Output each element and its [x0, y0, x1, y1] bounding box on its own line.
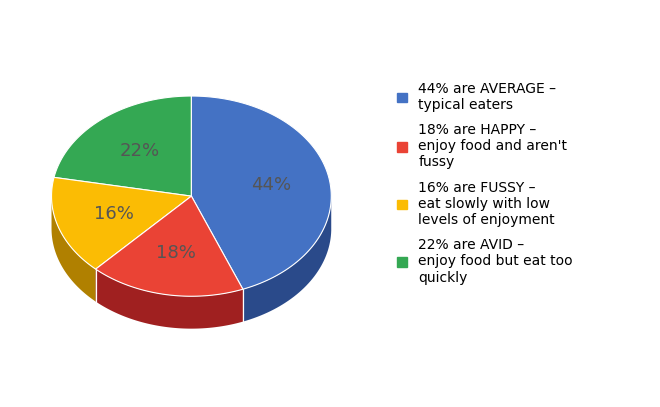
Polygon shape	[243, 198, 331, 322]
PathPatch shape	[51, 177, 191, 269]
Text: 44%: 44%	[251, 176, 291, 194]
Polygon shape	[51, 197, 96, 302]
PathPatch shape	[191, 96, 331, 289]
Text: 16%: 16%	[94, 205, 134, 223]
Legend: 44% are AVERAGE –
typical eaters, 18% are HAPPY –
enjoy food and aren't
fussy, 1: 44% are AVERAGE – typical eaters, 18% ar…	[397, 82, 573, 284]
PathPatch shape	[96, 196, 243, 296]
PathPatch shape	[54, 96, 191, 196]
Text: 22%: 22%	[119, 142, 160, 160]
Polygon shape	[96, 269, 243, 328]
Text: 18%: 18%	[156, 244, 196, 262]
